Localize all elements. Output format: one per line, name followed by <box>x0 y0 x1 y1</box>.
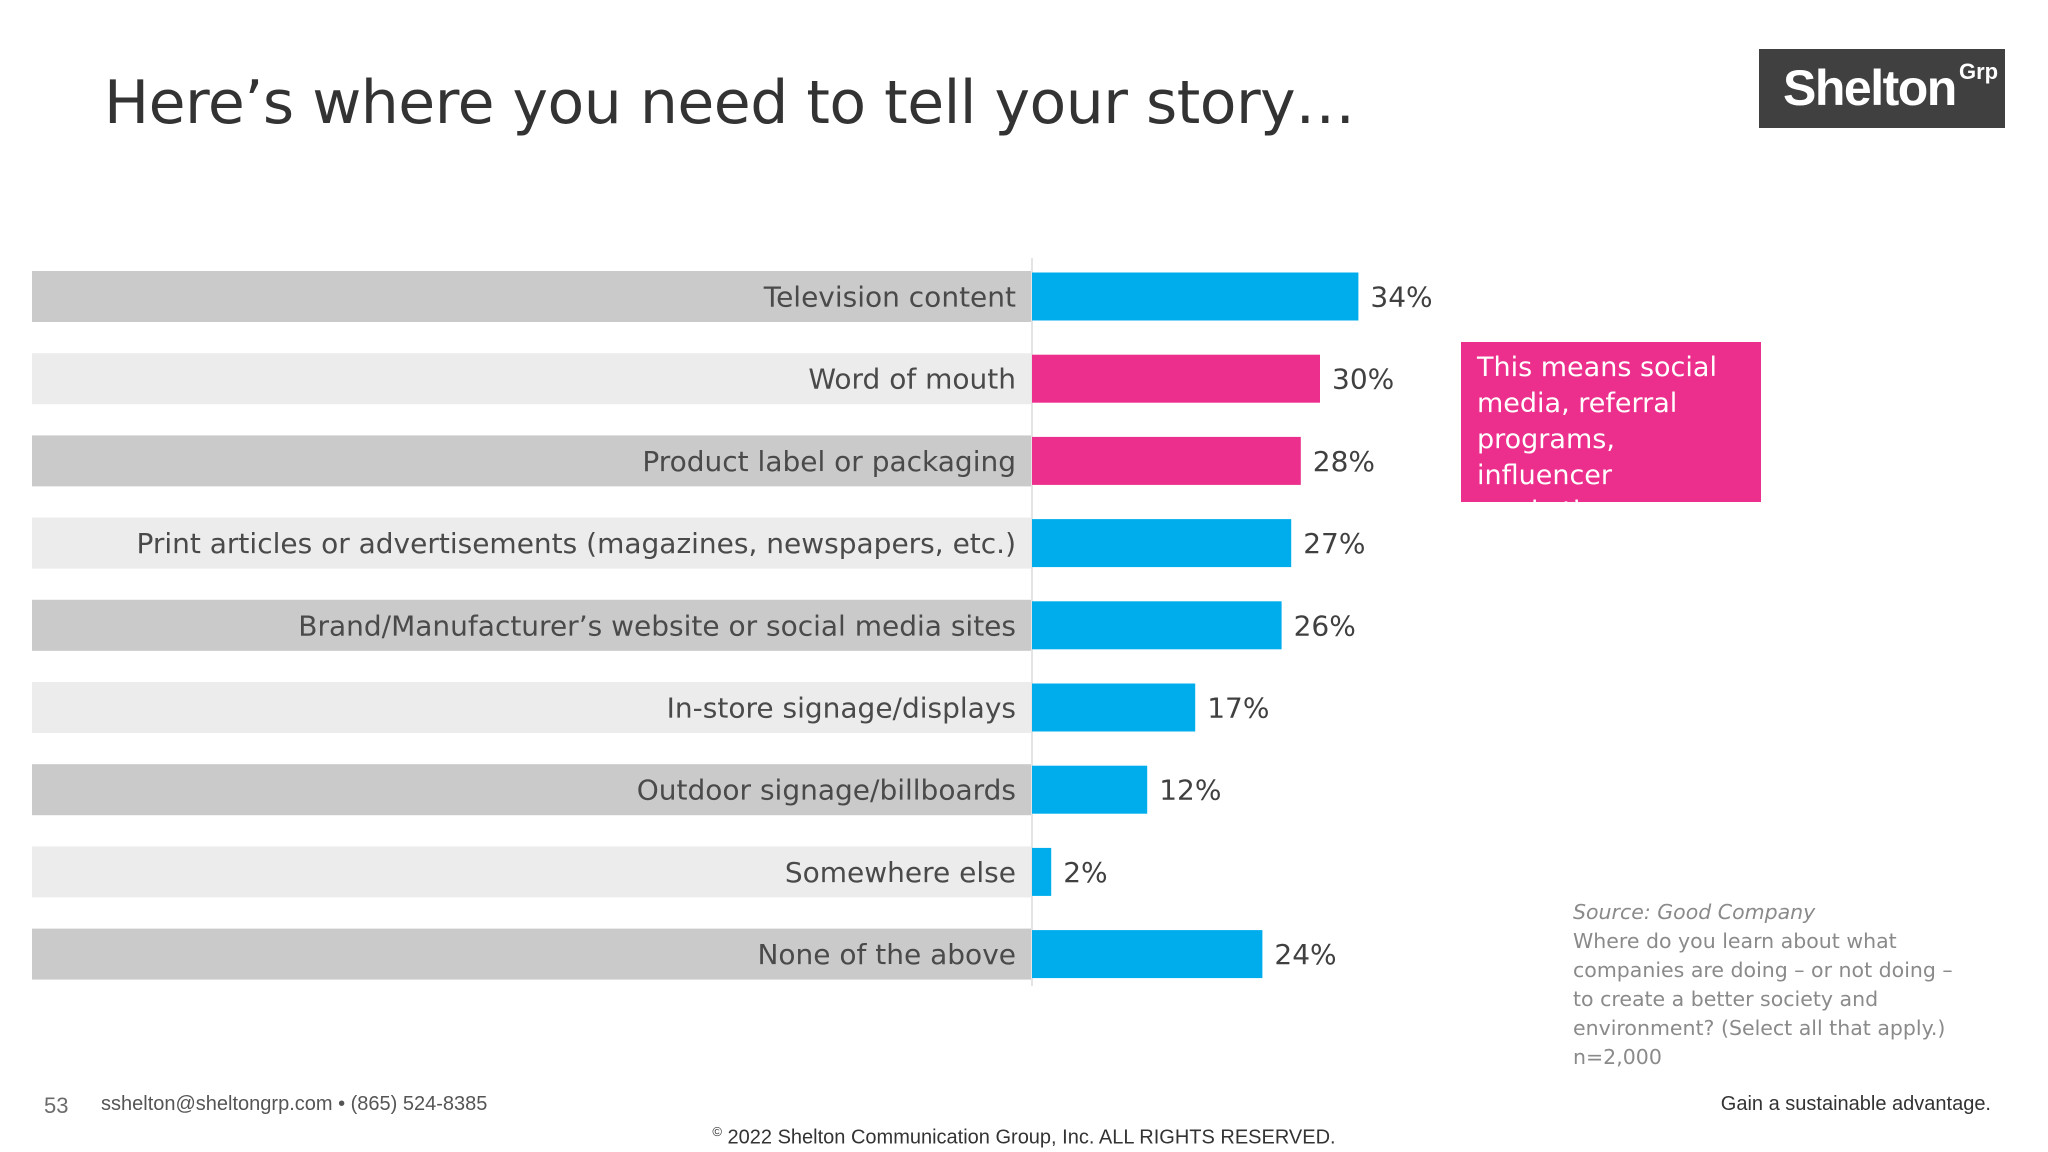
callout-line: marketing <box>1477 496 1615 527</box>
row-band <box>32 353 1031 405</box>
slide-title: Here’s where you need to tell your story… <box>104 68 1355 138</box>
bar <box>1032 930 1263 979</box>
copyright-symbol: © <box>712 1124 722 1139</box>
value-label: 17% <box>1207 692 1269 725</box>
page-number: 53 <box>44 1093 69 1118</box>
callout-line: programs, influencer <box>1477 424 1615 491</box>
category-label: Word of mouth <box>808 363 1016 396</box>
bar <box>1032 436 1301 485</box>
category-label: Print articles or advertisements (magazi… <box>136 527 1016 560</box>
footer-tagline: Gain a sustainable advantage. <box>1720 1093 1991 1115</box>
value-label: 12% <box>1159 774 1221 807</box>
row-band <box>32 764 1031 816</box>
callout-text: This means social media, referral progra… <box>1477 350 1745 530</box>
bar <box>1032 765 1148 814</box>
callout-box: This means social media, referral progra… <box>1461 342 1761 527</box>
source-title: Source: Good Company <box>1573 900 1816 924</box>
bar <box>1032 847 1052 896</box>
footer-contact: sshelton@sheltongrp.com • (865) 524-8385 <box>101 1093 488 1115</box>
category-label: Product label or packaging <box>642 445 1016 478</box>
category-label: Outdoor signage/billboards <box>637 774 1016 807</box>
value-label: 24% <box>1274 938 1336 971</box>
row-band <box>32 846 1031 898</box>
value-label: 27% <box>1303 527 1365 560</box>
logo-superscript: Grp <box>1959 59 1999 84</box>
row-band <box>32 682 1031 733</box>
category-label: In-store signage/displays <box>667 692 1016 725</box>
value-label: 26% <box>1294 609 1356 642</box>
bar <box>1032 272 1359 321</box>
source-question-line: companies are doing – or not doing – <box>1573 958 1953 982</box>
row-band <box>32 928 1031 980</box>
category-label: Television content <box>763 281 1016 314</box>
row-band <box>32 435 1031 487</box>
copyright-text: 2022 Shelton Communication Group, Inc. A… <box>727 1126 1336 1149</box>
value-label: 34% <box>1370 281 1432 314</box>
callout-line: media, referral <box>1477 388 1678 419</box>
source-question-line: environment? (Select all that apply.) <box>1573 1016 1946 1040</box>
category-label: Brand/Manufacturer’s website or social m… <box>298 609 1016 642</box>
bar <box>1032 519 1292 568</box>
category-label: Somewhere else <box>785 856 1016 889</box>
value-label: 2% <box>1063 856 1107 889</box>
bar <box>1032 354 1320 403</box>
footer-copyright: © 2022 Shelton Communication Group, Inc.… <box>0 1124 2048 1150</box>
row-band <box>32 271 1031 322</box>
source-sample-size: n=2,000 <box>1573 1045 1662 1069</box>
source-note: Source: Good Company Where do you learn … <box>1573 898 1993 1072</box>
value-label: 28% <box>1313 445 1375 478</box>
bar <box>1032 683 1196 732</box>
source-question-line: to create a better society and <box>1573 987 1879 1011</box>
row-band <box>32 599 1031 651</box>
logo-text: Shelton <box>1783 60 1957 116</box>
callout-line: This means social <box>1477 352 1717 383</box>
shelton-grp-logo: Shelton Grp <box>1759 49 2005 128</box>
bar <box>1032 601 1282 650</box>
source-question-line: Where do you learn about what <box>1573 929 1897 953</box>
value-label: 30% <box>1332 363 1394 396</box>
chart-rows: Television content 34% Word of mouth 30% Pro… <box>32 271 1433 980</box>
row-band <box>32 517 1031 569</box>
category-label: None of the above <box>757 938 1016 971</box>
